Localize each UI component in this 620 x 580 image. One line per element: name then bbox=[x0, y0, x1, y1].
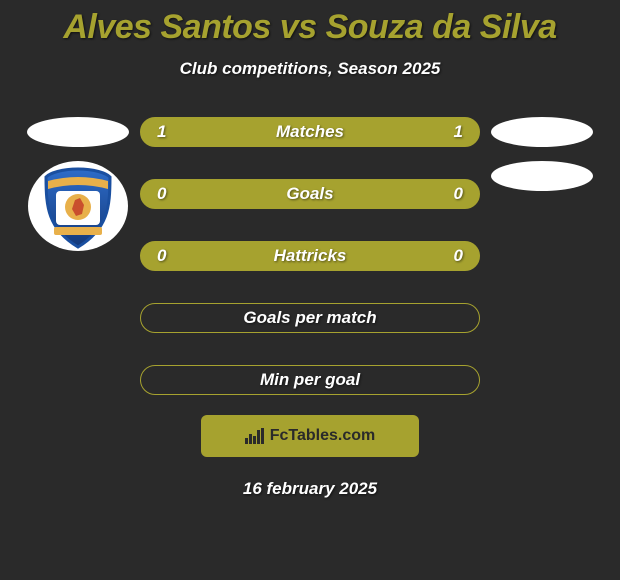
stat-left-value: 0 bbox=[157, 246, 197, 266]
stats-column: 1 Matches 1 0 Goals 0 0 Hattricks 0 Goals per mat… bbox=[138, 117, 482, 499]
stat-right-value: 0 bbox=[423, 246, 463, 266]
player-ellipse-icon bbox=[27, 117, 129, 147]
stat-bar: 1 Matches 1 bbox=[140, 117, 480, 147]
attribution-box: FcTables.com bbox=[201, 415, 419, 457]
stat-label: Hattricks bbox=[274, 246, 347, 266]
stat-left-value: 1 bbox=[157, 122, 197, 142]
stat-label: Min per goal bbox=[260, 370, 360, 390]
shield-icon bbox=[42, 167, 114, 249]
stat-label: Goals bbox=[286, 184, 333, 204]
stat-left-value: 0 bbox=[157, 184, 197, 204]
left-player-col bbox=[18, 117, 138, 251]
attribution-text: FcTables.com bbox=[270, 427, 376, 445]
stat-label: Goals per match bbox=[243, 308, 376, 328]
page-title: Alves Santos vs Souza da Silva bbox=[0, 8, 620, 47]
date-text: 16 february 2025 bbox=[243, 479, 377, 499]
stat-label: Matches bbox=[276, 122, 344, 142]
comparison-row: 1 Matches 1 0 Goals 0 0 Hattricks 0 Goals per mat… bbox=[0, 117, 620, 499]
stat-bar: Goals per match bbox=[140, 303, 480, 333]
stat-bar: Min per goal bbox=[140, 365, 480, 395]
subtitle: Club competitions, Season 2025 bbox=[0, 59, 620, 79]
stat-bar: 0 Goals 0 bbox=[140, 179, 480, 209]
bars-icon bbox=[245, 428, 264, 444]
player-ellipse-icon bbox=[491, 117, 593, 147]
right-player-col bbox=[482, 117, 602, 191]
stat-bar: 0 Hattricks 0 bbox=[140, 241, 480, 271]
stat-right-value: 0 bbox=[423, 184, 463, 204]
stat-right-value: 1 bbox=[423, 122, 463, 142]
club-badge-icon bbox=[28, 161, 128, 251]
player-ellipse-icon bbox=[491, 161, 593, 191]
